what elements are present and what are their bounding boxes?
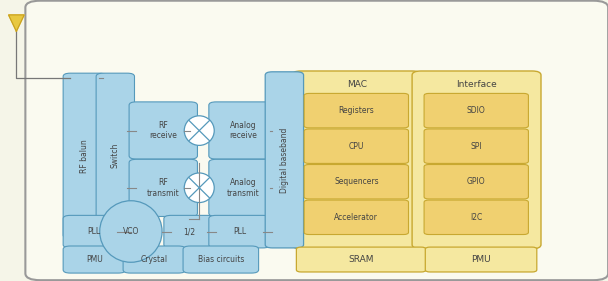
FancyBboxPatch shape <box>63 246 125 273</box>
Text: 1/2: 1/2 <box>183 227 195 236</box>
FancyBboxPatch shape <box>424 93 528 128</box>
Text: VCO: VCO <box>123 227 139 236</box>
Text: Sequencers: Sequencers <box>334 177 379 186</box>
Text: RF
receive: RF receive <box>150 121 177 140</box>
Text: I2C: I2C <box>470 213 482 222</box>
FancyBboxPatch shape <box>304 200 409 235</box>
Text: PLL: PLL <box>87 227 100 236</box>
FancyBboxPatch shape <box>123 246 185 273</box>
FancyBboxPatch shape <box>129 159 198 216</box>
FancyBboxPatch shape <box>63 215 124 248</box>
Ellipse shape <box>184 116 214 145</box>
Text: Interface: Interface <box>456 80 497 89</box>
FancyBboxPatch shape <box>424 164 528 199</box>
Text: Bias circuits: Bias circuits <box>198 255 244 264</box>
Ellipse shape <box>100 201 162 262</box>
FancyBboxPatch shape <box>63 73 106 238</box>
FancyBboxPatch shape <box>129 102 198 159</box>
Text: PMU: PMU <box>86 255 103 264</box>
Text: SPI: SPI <box>471 142 482 151</box>
FancyBboxPatch shape <box>183 246 258 273</box>
FancyBboxPatch shape <box>265 72 303 248</box>
Text: SRAM: SRAM <box>348 255 374 264</box>
FancyBboxPatch shape <box>304 164 409 199</box>
Text: GPIO: GPIO <box>467 177 486 186</box>
FancyBboxPatch shape <box>209 215 270 248</box>
FancyBboxPatch shape <box>292 71 421 249</box>
Text: Registers: Registers <box>339 106 374 115</box>
Text: RF
transmit: RF transmit <box>147 178 179 198</box>
Text: Analog
transmit: Analog transmit <box>227 178 260 198</box>
Ellipse shape <box>184 173 214 203</box>
Text: MAC: MAC <box>347 80 367 89</box>
FancyBboxPatch shape <box>209 102 277 159</box>
FancyBboxPatch shape <box>296 247 426 272</box>
FancyBboxPatch shape <box>304 129 409 164</box>
Text: SDIO: SDIO <box>467 106 486 115</box>
FancyBboxPatch shape <box>209 159 277 216</box>
Text: Analog
receive: Analog receive <box>229 121 257 140</box>
Text: Crystal: Crystal <box>140 255 168 264</box>
FancyBboxPatch shape <box>26 1 608 280</box>
Polygon shape <box>9 15 24 31</box>
FancyBboxPatch shape <box>304 93 409 128</box>
FancyBboxPatch shape <box>96 73 134 238</box>
FancyBboxPatch shape <box>425 247 537 272</box>
Text: RF balun: RF balun <box>80 139 89 173</box>
Text: PMU: PMU <box>471 255 491 264</box>
Text: Switch: Switch <box>111 143 120 168</box>
FancyBboxPatch shape <box>424 200 528 235</box>
FancyBboxPatch shape <box>164 215 214 248</box>
Text: CPU: CPU <box>348 142 364 151</box>
Text: Digital baseband: Digital baseband <box>280 127 289 192</box>
Text: PLL: PLL <box>233 227 246 236</box>
FancyBboxPatch shape <box>412 71 541 249</box>
Text: Accelerator: Accelerator <box>334 213 378 222</box>
FancyBboxPatch shape <box>424 129 528 164</box>
